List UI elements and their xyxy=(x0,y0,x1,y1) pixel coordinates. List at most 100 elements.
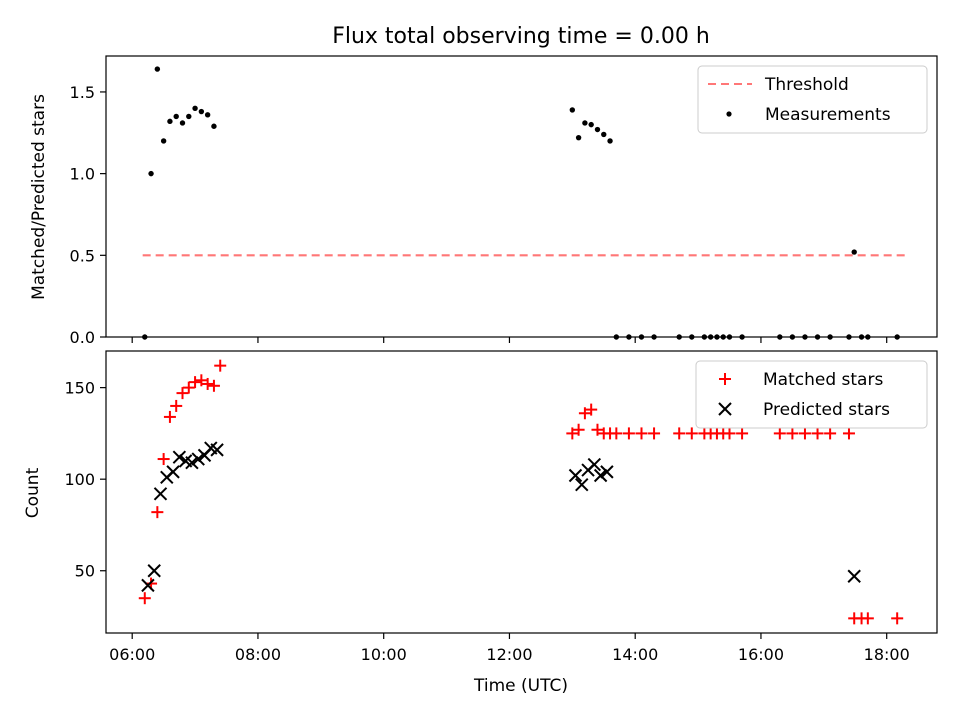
matched-star-marker xyxy=(723,427,736,440)
measurement-point xyxy=(173,113,179,120)
measurement-point xyxy=(569,107,576,113)
matched-star-marker xyxy=(811,427,824,440)
predicted-marker-b xyxy=(185,455,199,470)
matched-star-marker xyxy=(182,381,195,394)
top-y-axis-label: Matched/Predicted stars xyxy=(29,94,49,300)
predicted-star-marker xyxy=(172,450,187,464)
predicted-star-marker xyxy=(575,477,589,492)
bottom-y-axis-label: Count xyxy=(23,467,43,518)
matched-star-marker xyxy=(591,423,604,436)
x-tick-label: 14:00 xyxy=(612,645,658,664)
x-tick-label: 10:00 xyxy=(361,645,407,664)
matched-star-marker xyxy=(648,427,661,440)
bottom-panel: 50 100 150 06:00 08:00 10:00 12:00 14:00 16:00 1… xyxy=(23,350,938,696)
predicted-star-marker xyxy=(185,455,199,470)
matched-star-marker xyxy=(176,387,189,400)
measurement-point xyxy=(211,123,217,129)
matched-star-marker xyxy=(861,612,874,625)
predicted-star-marker xyxy=(568,468,583,483)
matched-star-marker xyxy=(170,399,183,412)
predicted-marker-b xyxy=(204,441,218,455)
x-tick-label: 08:00 xyxy=(235,645,281,664)
top-ytick-label: 1.5 xyxy=(70,83,95,102)
matched-star-marker xyxy=(566,427,579,440)
measurement-point xyxy=(192,105,198,111)
matched-star-marker xyxy=(189,376,202,389)
measurement-point xyxy=(588,121,594,128)
matched-star-marker xyxy=(685,427,698,440)
predicted-marker-b xyxy=(210,443,224,457)
predicted-star-marker xyxy=(141,578,155,593)
matched-star-marker xyxy=(151,506,164,519)
matched-star-marker xyxy=(773,427,786,440)
bottom-legend: Matched stars Predicted stars xyxy=(695,360,928,429)
measurement-point xyxy=(160,138,167,144)
matched-star-marker xyxy=(201,377,214,390)
matched-star-marker xyxy=(610,427,623,440)
matched-star-marker xyxy=(207,379,220,392)
measurement-point xyxy=(594,126,601,133)
chart-title: Flux total observing time = 0.00 h xyxy=(332,24,710,49)
top-legend: Threshold Measurements xyxy=(697,65,928,134)
predicted-star-marker xyxy=(847,569,861,583)
top-panel: 0.0 0.5 1.0 1.5 Matched/Predicted stars Thr… xyxy=(29,55,938,347)
top-ytick-label: 0.5 xyxy=(70,246,95,265)
predicted-marker-b xyxy=(178,454,193,468)
predicted-marker-b xyxy=(575,477,589,492)
matched-star-marker xyxy=(578,407,591,420)
predicted-marker-b xyxy=(600,465,614,479)
matched-star-marker xyxy=(572,423,585,436)
predicted-marker-b xyxy=(587,457,602,472)
matched-star-marker xyxy=(622,427,635,440)
predicted-marker-b xyxy=(141,578,155,593)
matched-star-marker xyxy=(824,427,837,440)
top-plot-frame xyxy=(105,55,938,338)
bottom-plot-frame xyxy=(105,350,938,634)
matched-star-marker xyxy=(214,359,227,372)
predicted-star-marker xyxy=(210,443,224,457)
measurement-point xyxy=(204,112,211,118)
matched-star-marker xyxy=(195,374,208,387)
legend-predicted-label: Predicted stars xyxy=(763,400,890,420)
x-axis-label: Time (UTC) xyxy=(473,676,568,696)
matched-star-marker xyxy=(673,427,686,440)
legend-matched-swatch xyxy=(719,373,731,385)
legend-measurements-swatch xyxy=(726,111,732,117)
top-ytick-label: 1.0 xyxy=(70,165,95,184)
x-tick-label: 18:00 xyxy=(864,645,910,664)
measurement-point xyxy=(607,138,613,144)
bottom-ytick-label: 150 xyxy=(64,379,95,398)
legend-threshold-label: Threshold xyxy=(764,75,849,95)
matched-star-marker xyxy=(798,427,811,440)
predicted-marker-b xyxy=(847,569,861,583)
matched-star-marker xyxy=(157,453,170,466)
predicted-marker-b xyxy=(568,468,583,483)
predicted-star-marker xyxy=(593,468,608,483)
measurement-point xyxy=(198,108,205,115)
predicted-star-marker xyxy=(166,465,180,479)
predicted-star-marker xyxy=(587,457,602,472)
matched-star-marker xyxy=(585,403,598,416)
bottom-ytick-label: 100 xyxy=(64,470,95,489)
predicted-marker-b xyxy=(153,487,168,501)
matched-star-marker xyxy=(138,592,151,605)
measurement-point xyxy=(148,170,154,177)
x-tick-label: 06:00 xyxy=(109,645,155,664)
matched-star-marker xyxy=(891,612,904,625)
measurement-point xyxy=(575,134,582,141)
measurement-point xyxy=(601,131,607,138)
measurement-point xyxy=(167,118,173,125)
measurement-point xyxy=(851,249,857,255)
predicted-marker-b xyxy=(147,564,161,578)
matched-star-marker xyxy=(786,427,799,440)
predicted-star-marker xyxy=(191,452,205,466)
matched-star-marker xyxy=(842,427,855,440)
legend-measurements-label: Measurements xyxy=(765,105,891,125)
x-tick-label: 12:00 xyxy=(486,645,532,664)
legend-matched-label: Matched stars xyxy=(763,370,883,390)
measurement-point xyxy=(186,113,192,120)
predicted-marker-b xyxy=(593,468,608,483)
matched-star-marker xyxy=(163,410,176,423)
